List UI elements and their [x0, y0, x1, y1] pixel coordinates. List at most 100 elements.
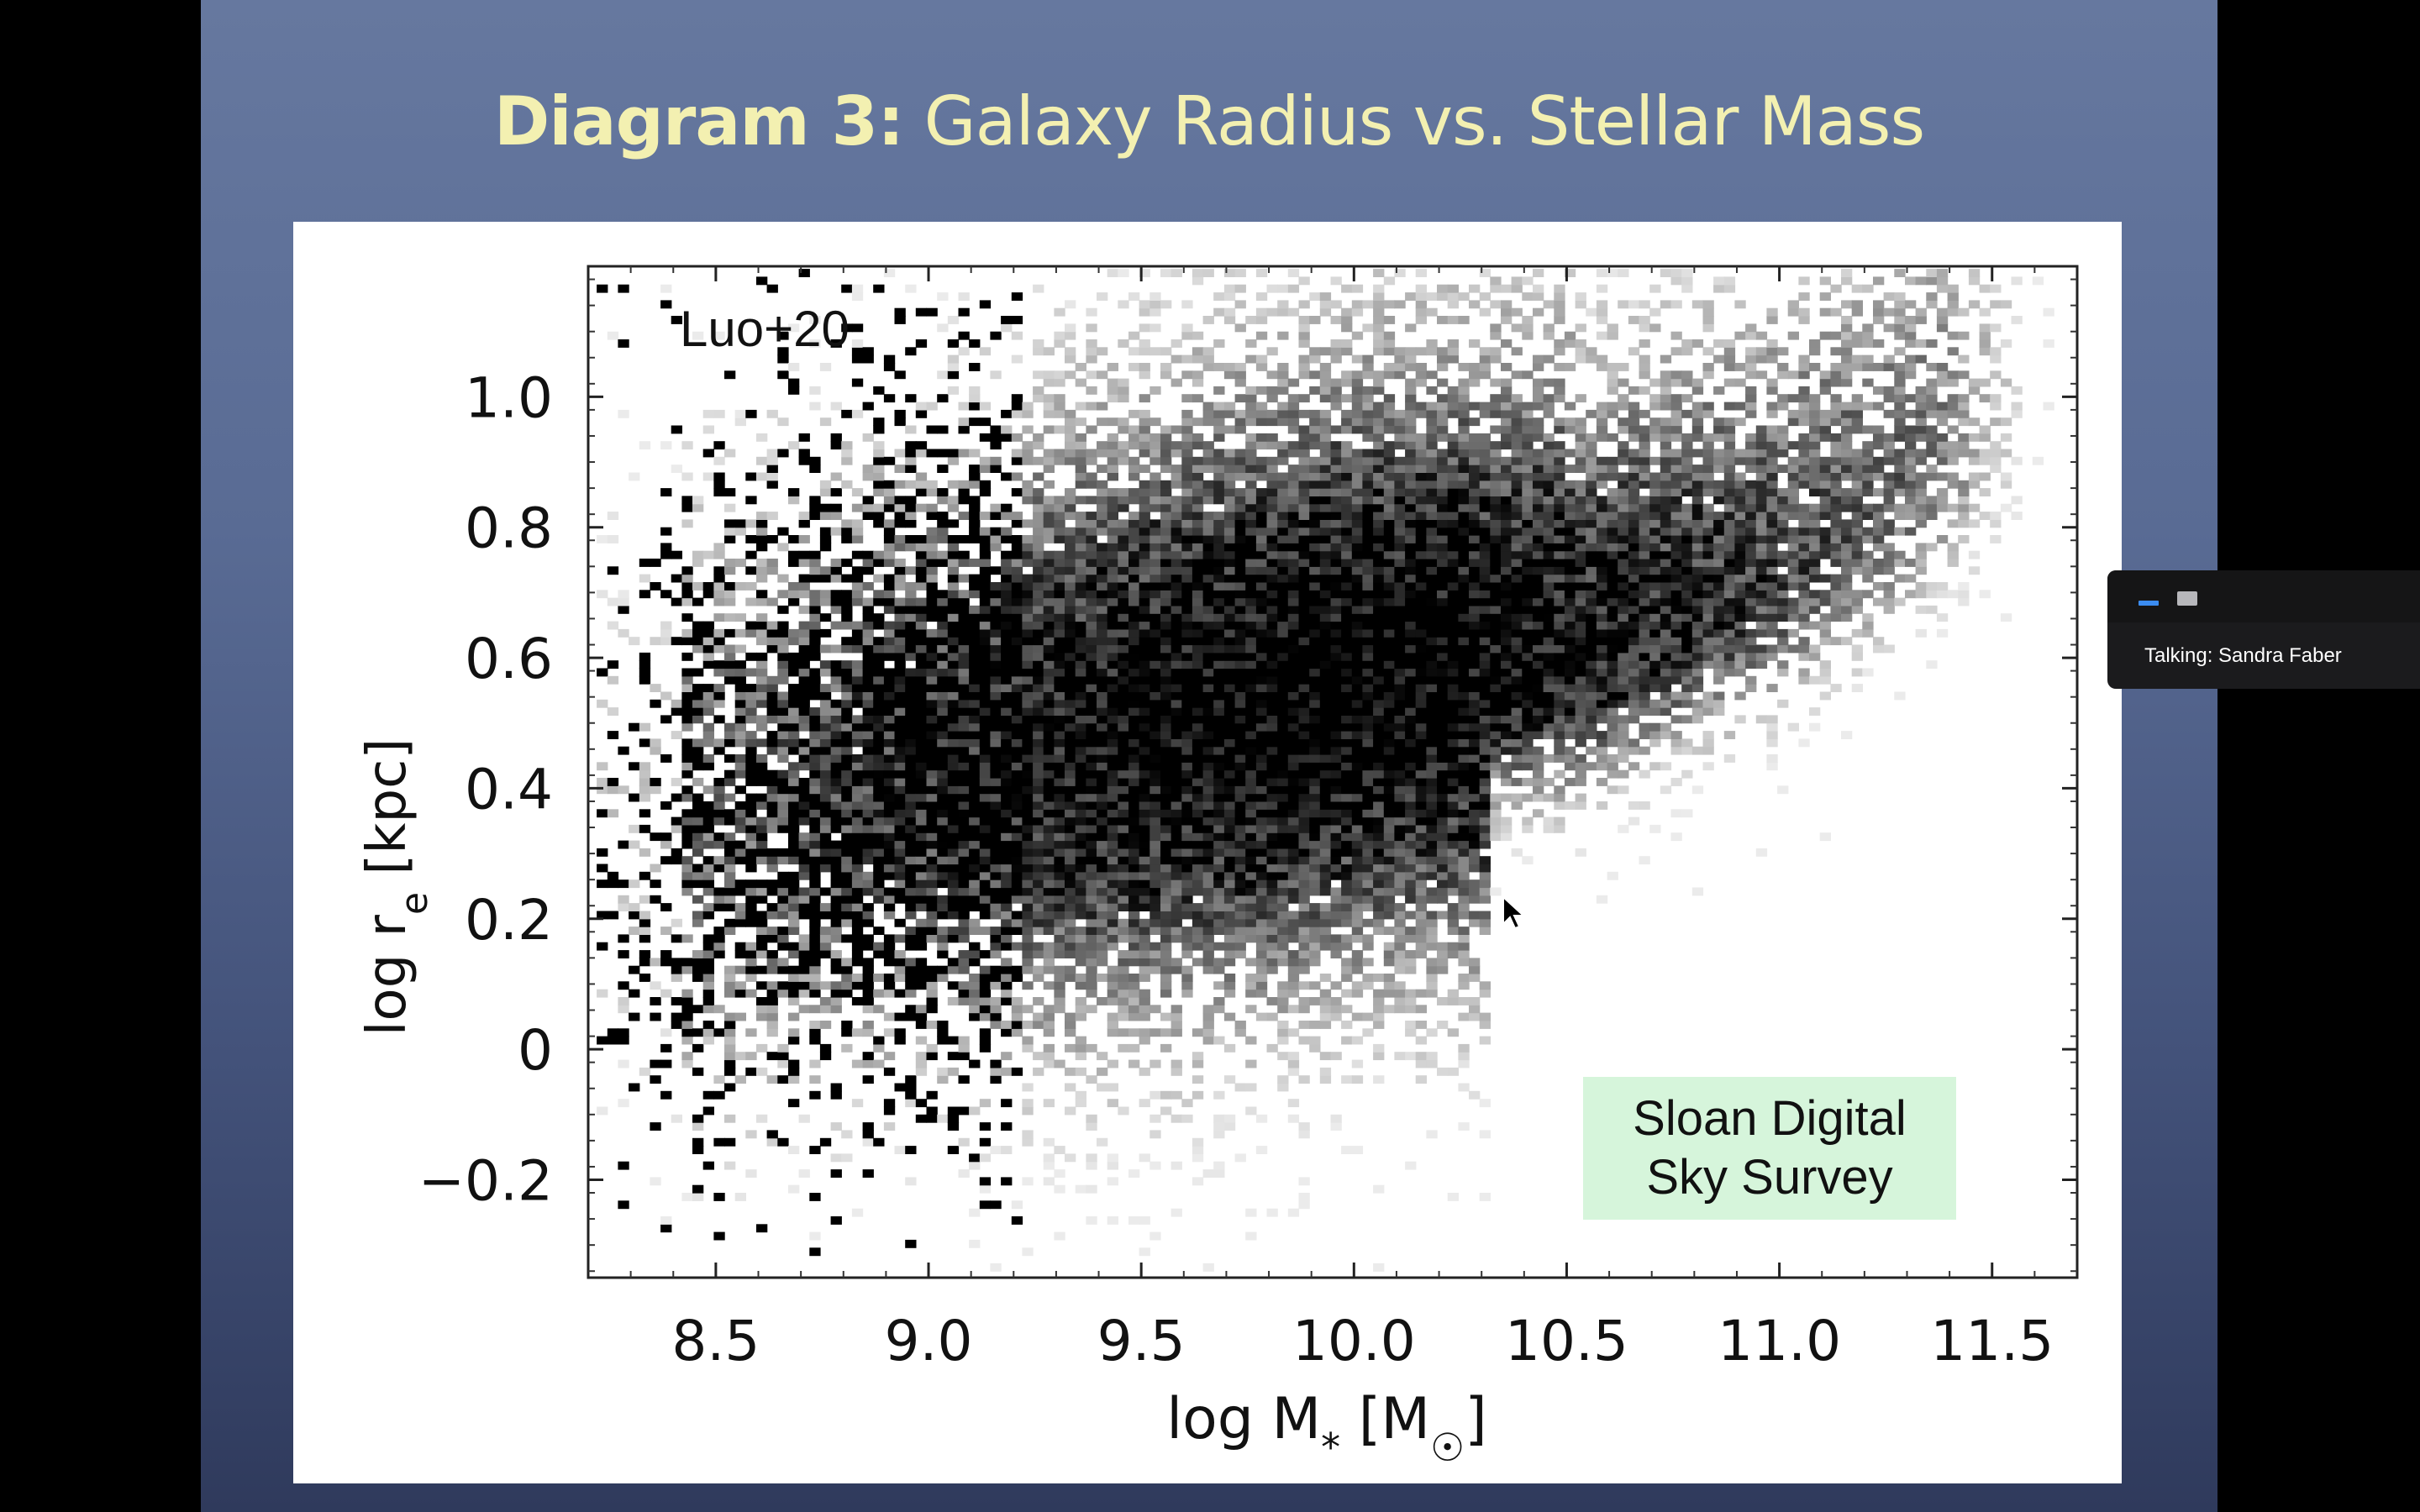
- density-cell: [1181, 597, 1193, 606]
- density-cell: [1277, 871, 1289, 880]
- density-cell: [681, 1059, 693, 1068]
- density-cell: [1319, 472, 1332, 481]
- density-cell: [969, 903, 981, 911]
- density-cell: [1330, 871, 1342, 880]
- density-cell: [979, 824, 992, 833]
- density-cell: [1223, 927, 1236, 935]
- density-cell: [745, 965, 757, 974]
- density-cell: [692, 597, 704, 606]
- density-cell: [937, 715, 949, 724]
- density-cell: [851, 738, 864, 748]
- density-cell: [1213, 637, 1225, 646]
- density-cell: [1277, 715, 1289, 724]
- density-cell: [1341, 582, 1353, 591]
- density-cell: [702, 832, 714, 842]
- density-cell: [873, 637, 885, 646]
- density-cell: [1245, 816, 1257, 826]
- density-cell: [1223, 816, 1236, 826]
- density-cell: [1192, 754, 1204, 763]
- density-cell: [1245, 1005, 1257, 1014]
- density-cell: [1171, 871, 1182, 880]
- density-cell: [1054, 621, 1065, 630]
- density-cell: [905, 848, 917, 857]
- density-cell: [830, 1005, 842, 1014]
- density-cell: [1043, 1161, 1055, 1170]
- density-cell: [660, 754, 672, 763]
- density-cell: [1065, 370, 1076, 380]
- density-cell: [1277, 958, 1289, 967]
- density-cell: [745, 942, 757, 951]
- density-cell: [1362, 496, 1374, 505]
- density-cell: [1277, 644, 1289, 654]
- density-cell: [937, 628, 949, 638]
- density-cell: [1054, 981, 1065, 990]
- density-cell: [969, 652, 981, 661]
- density-cell: [1086, 911, 1097, 920]
- density-cell: [1373, 809, 1385, 818]
- density-cell: [915, 746, 928, 755]
- density-cell: [1298, 950, 1310, 958]
- density-cell: [1075, 1052, 1086, 1061]
- density-cell: [788, 927, 800, 935]
- density-cell: [905, 582, 917, 591]
- density-cell: [1118, 762, 1129, 771]
- density-cell: [1298, 903, 1310, 911]
- density-cell: [681, 519, 693, 528]
- density-cell: [819, 981, 832, 990]
- density-cell: [1192, 832, 1204, 842]
- density-cell: [1309, 848, 1321, 857]
- density-cell: [1223, 488, 1236, 496]
- density-cell: [1022, 480, 1034, 489]
- density-cell: [724, 793, 736, 802]
- density-cell: [809, 1090, 821, 1100]
- density-cell: [756, 637, 768, 646]
- density-cell: [1362, 527, 1374, 536]
- density-cell: [713, 590, 725, 599]
- density-cell: [734, 660, 746, 669]
- density-cell: [671, 465, 682, 473]
- density-cell: [1309, 879, 1321, 889]
- density-cell: [1202, 840, 1214, 849]
- density-cell: [990, 887, 1002, 896]
- density-cell: [1341, 675, 1353, 685]
- density-cell: [702, 816, 714, 826]
- density-cell: [766, 958, 778, 967]
- density-cell: [1341, 417, 1353, 427]
- density-cell: [1266, 465, 1278, 473]
- density-cell: [958, 997, 970, 1005]
- density-cell: [841, 1153, 853, 1163]
- density-cell: [1181, 433, 1193, 442]
- density-cell: [1298, 699, 1310, 708]
- density-cell: [1277, 488, 1289, 496]
- density-cell: [862, 503, 874, 512]
- density-cell: [1065, 927, 1076, 935]
- density-cell: [1118, 950, 1129, 958]
- density-cell: [713, 543, 725, 552]
- density-cell: [1171, 339, 1182, 348]
- density-cell: [1298, 543, 1310, 552]
- density-cell: [926, 675, 938, 685]
- density-cell: [798, 519, 810, 528]
- density-cell: [629, 824, 640, 833]
- density-cell: [958, 840, 970, 849]
- density-cell: [1001, 660, 1013, 669]
- density-cell: [873, 989, 885, 998]
- density-cell: [1341, 903, 1353, 911]
- density-cell: [1373, 1052, 1385, 1061]
- density-cell: [937, 597, 949, 606]
- density-cell: [1086, 989, 1097, 998]
- density-cell: [1171, 660, 1182, 669]
- density-cell: [788, 1184, 800, 1194]
- density-cell: [1266, 1012, 1278, 1021]
- density-cell: [1075, 1099, 1086, 1108]
- density-cell: [1351, 911, 1364, 920]
- density-cell: [990, 754, 1002, 763]
- density-cell: [809, 550, 821, 559]
- density-cell: [692, 1114, 704, 1123]
- density-cell: [1309, 942, 1321, 951]
- density-cell: [958, 715, 970, 724]
- density-cell: [1128, 887, 1140, 896]
- density-cell: [990, 605, 1002, 614]
- density-cell: [1181, 519, 1193, 528]
- density-cell: [1213, 997, 1225, 1005]
